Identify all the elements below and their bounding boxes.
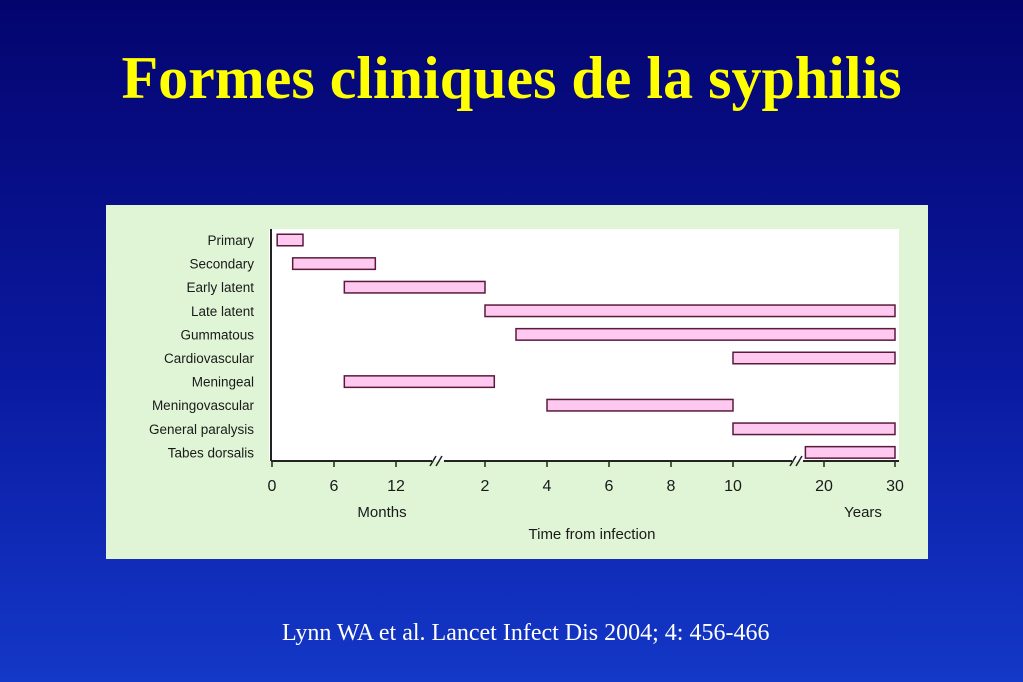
- category-label: Tabes dorsalis: [168, 445, 255, 460]
- range-bar-tabes-dorsalis: [804, 445, 896, 459]
- category-label: General paralysis: [149, 422, 254, 437]
- category-label: Meningovascular: [152, 398, 255, 413]
- category-labels: Primary Secondary Early latent Late latent G…: [149, 233, 255, 460]
- axis-break-mark: [435, 455, 443, 467]
- x-tick-label: 2: [481, 478, 490, 495]
- axis-break-mark: [795, 455, 803, 467]
- x-tick-labels: 0 6 12 2 4 6 8 10 20 30: [268, 478, 904, 495]
- timeline-chart: Primary Secondary Early latent Late latent G…: [149, 229, 904, 543]
- range-bar-secondary: [291, 257, 377, 271]
- x-axis-title: Time from infection: [529, 526, 656, 543]
- x-tick-label: 0: [268, 478, 277, 495]
- range-bar-meningeal: [343, 375, 496, 389]
- range-bar-meningovascular: [546, 398, 734, 412]
- category-label: Cardiovascular: [164, 351, 255, 366]
- range-bar-primary: [276, 233, 304, 247]
- category-label: Meningeal: [192, 375, 254, 390]
- x-tick-label: 10: [724, 478, 742, 495]
- axis-break-mark: [789, 455, 797, 467]
- range-bars: [276, 233, 896, 459]
- x-axis: [270, 229, 899, 467]
- range-bar-early-latent: [343, 280, 486, 294]
- range-bar-cardiovascular: [732, 351, 896, 365]
- slide-title: Formes cliniques de la syphilis: [121, 45, 902, 111]
- x-tick-label: 30: [886, 478, 904, 495]
- axis-break-mark: [429, 455, 437, 467]
- category-label: Primary: [208, 233, 255, 248]
- category-label: Early latent: [186, 280, 254, 295]
- range-bar-general-paralysis: [732, 422, 896, 436]
- x-tick-label: 6: [605, 478, 614, 495]
- category-label: Secondary: [189, 257, 254, 272]
- x-tick-label: 8: [667, 478, 676, 495]
- range-bar-late-latent: [484, 304, 896, 318]
- x-tick-label: 4: [543, 478, 552, 495]
- x-tick-label: 6: [330, 478, 339, 495]
- x-tick-label: 12: [387, 478, 405, 495]
- x-unit-label-years: Years: [844, 504, 882, 521]
- category-label: Late latent: [191, 304, 254, 319]
- timeline-chart-figure: Primary Secondary Early latent Late latent G…: [106, 205, 928, 559]
- x-unit-label-months: Months: [357, 504, 406, 521]
- x-tick-label: 20: [815, 478, 833, 495]
- range-bar-gummatous: [515, 327, 896, 341]
- citation: Lynn WA et al. Lancet Infect Dis 2004; 4…: [282, 620, 770, 646]
- category-label: Gummatous: [180, 327, 254, 342]
